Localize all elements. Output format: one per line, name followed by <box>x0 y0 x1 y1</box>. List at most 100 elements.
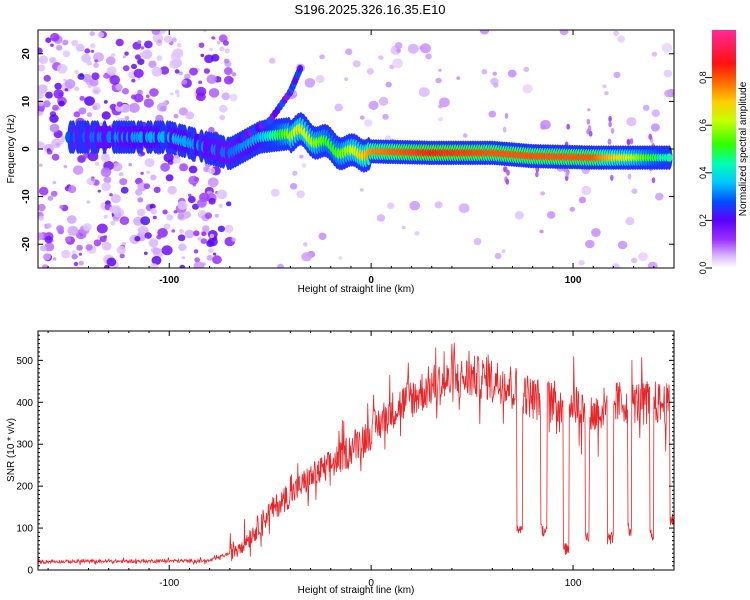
heatmap-noise-blob <box>352 60 361 68</box>
heatmap-noise-blob <box>188 165 198 174</box>
heatmap-noise-blob <box>216 41 221 45</box>
heatmap-noise-blob <box>124 51 129 56</box>
heatmap-noise-blob <box>173 113 179 119</box>
heatmap-noise-blob <box>55 142 60 147</box>
colorbar-ticks: 0.0 0.2 0.4 0.6 0.8 <box>698 71 712 274</box>
heatmap-noise-blob <box>382 113 389 120</box>
heatmap-noise-blob <box>119 253 125 259</box>
heatmap-noise-blob <box>368 100 379 110</box>
heatmap-noise-blob <box>93 62 99 68</box>
heatmap-noise-blob <box>216 189 228 200</box>
heatmap-noise-blob <box>63 164 68 169</box>
heatmap-noise-blob <box>45 37 52 43</box>
heatmap-noise-blob <box>140 46 145 50</box>
heatmap-noise-blob <box>617 240 628 250</box>
heatmap-noise-blob <box>128 102 140 113</box>
heatmap-noise-blob <box>661 43 673 53</box>
y-tick-label: 10 <box>21 95 32 107</box>
heatmap-noise-blob <box>345 48 353 55</box>
heatmap-noise-blob <box>156 234 162 240</box>
heatmap-noise-blob <box>52 180 57 185</box>
heatmap-noise-blob <box>140 171 144 175</box>
heatmap-noise-blob <box>56 44 63 51</box>
colorbar-tick-label: 0.2 <box>698 214 708 227</box>
heatmap-noise-blob <box>194 257 201 263</box>
heatmap-noise-blob <box>38 47 43 55</box>
heatmap-noise-blob <box>100 167 112 178</box>
heatmap-noise-blob <box>631 188 638 194</box>
heatmap-noise-blob <box>578 259 585 266</box>
heatmap-noise-blob <box>39 163 43 167</box>
heatmap-noise-blob <box>97 189 102 193</box>
heatmap-noise-blob <box>569 206 576 212</box>
heatmap-streak <box>506 169 510 176</box>
heatmap-ridge-cell <box>666 153 673 162</box>
heatmap-noise-blob <box>212 255 222 265</box>
heatmap-noise-blob <box>38 111 43 116</box>
heatmap-noise-blob <box>296 190 305 199</box>
heatmap-noise-blob <box>501 249 506 254</box>
heatmap-noise-blob <box>473 238 482 246</box>
heatmap-noise-blob <box>46 223 52 229</box>
heatmap-noise-blob <box>167 185 177 195</box>
heatmap-noise-blob <box>101 111 111 120</box>
heatmap-noise-blob <box>43 74 51 82</box>
heatmap-noise-blob <box>141 49 153 60</box>
heatmap-noise-blob <box>378 96 389 106</box>
heatmap-noise-blob <box>86 112 92 118</box>
heatmap-streak <box>608 121 612 128</box>
heatmap-noise-blob <box>581 185 592 196</box>
heatmap-noise-blob <box>120 186 129 194</box>
heatmap-noise-blob <box>91 177 95 182</box>
heatmap-noise-blob <box>224 224 234 234</box>
heatmap-noise-blob <box>303 242 308 247</box>
heatmap-noise-blob <box>462 133 468 138</box>
heatmap-noise-blob <box>159 66 170 75</box>
snr-ticks: -100 0 100 0 100 200 300 400 500 <box>16 331 674 589</box>
heatmap-noise-blob <box>38 55 49 64</box>
heatmap-streak <box>626 138 631 145</box>
heatmap-noise-blob <box>50 43 54 47</box>
heatmap-noise-blob <box>85 244 93 251</box>
y-tick-label: 100 <box>16 524 33 535</box>
heatmap-noise-blob <box>140 216 151 226</box>
heatmap-noise-blob <box>164 35 173 44</box>
heatmap-noise-blob <box>198 80 203 84</box>
heatmap-noise-blob <box>613 30 620 36</box>
heatmap-noise-blob <box>409 200 421 211</box>
heatmap-noise-blob <box>613 71 621 79</box>
heatmap-noise-blob <box>67 185 77 194</box>
heatmap-noise-blob <box>103 235 108 239</box>
x-tick-label: 100 <box>565 275 582 286</box>
heatmap-noise-blob <box>155 114 164 123</box>
heatmap-streak <box>610 174 614 181</box>
heatmap-noise-blob <box>50 190 58 197</box>
heatmap-noise-blob <box>119 178 128 186</box>
heatmap-noise-blob <box>219 104 228 113</box>
heatmap-noise-blob <box>178 243 187 251</box>
heatmap-noise-blob <box>156 102 168 112</box>
heatmap-noise-blob <box>591 228 601 237</box>
heatmap-noise-blob <box>438 68 442 72</box>
heatmap-streak <box>535 171 539 178</box>
heatmap-noise-blob <box>523 66 530 73</box>
heatmap-noise-blob <box>84 96 95 106</box>
heatmap-noise-blob <box>143 98 154 108</box>
heatmap-noise-blob <box>106 66 117 76</box>
x-tick-label: -100 <box>159 275 179 286</box>
heatmap-noise-blob <box>116 245 126 255</box>
heatmap-noise-blob <box>188 193 192 197</box>
heatmap-noise-blob <box>359 115 365 120</box>
colorbar-tick-label: 0.0 <box>698 262 708 275</box>
x-tick-label: 0 <box>368 578 374 589</box>
heatmap-noise-blob <box>161 245 173 256</box>
heatmap-noise-blob <box>38 142 46 149</box>
heatmap-noise-blob <box>299 154 304 159</box>
heatmap-noise-blob <box>418 87 430 97</box>
heatmap-noise-blob <box>174 69 180 74</box>
heatmap-noise-blob <box>74 86 80 92</box>
figure-title: S196.2025.326.16.35.E10 <box>294 2 445 17</box>
heatmap-noise-blob <box>42 253 51 261</box>
heatmap-noise-blob <box>122 241 126 246</box>
heatmap-noise-blob <box>195 86 207 97</box>
